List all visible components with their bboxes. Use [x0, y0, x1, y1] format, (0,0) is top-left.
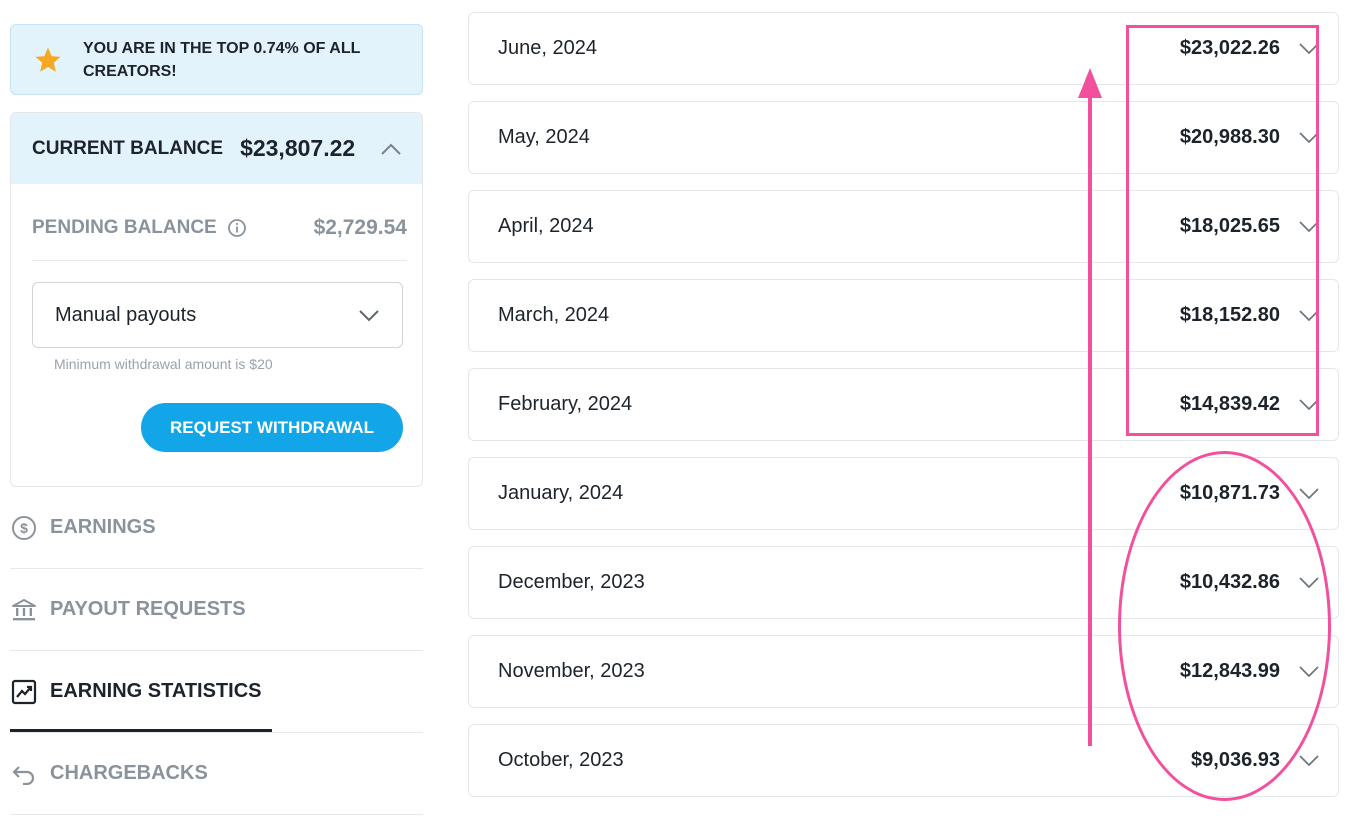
month-amount: $10,871.73: [1179, 482, 1280, 504]
current-balance-label: CURRENT BALANCE: [32, 137, 224, 159]
pending-balance-row: PENDING BALANCE $2,729.54: [32, 195, 407, 261]
month-amount: $14,839.42: [1179, 393, 1280, 415]
chevron-down-icon: [1299, 665, 1319, 677]
chevron-up-icon[interactable]: [380, 142, 402, 156]
request-withdrawal-button[interactable]: REQUEST WITHDRAWAL: [141, 403, 403, 452]
nav-earnings[interactable]: $ EARNINGS: [10, 487, 423, 569]
nav-chargebacks-label: CHARGEBACKS: [50, 762, 208, 784]
nav-earning-statistics[interactable]: EARNING STATISTICS: [10, 651, 423, 733]
pending-balance-amount: $2,729.54: [313, 215, 407, 239]
undo-arrow-icon: [10, 760, 38, 788]
month-row-january-2024[interactable]: January, 2024 $10,871.73: [468, 457, 1339, 530]
star-icon: [35, 47, 61, 72]
chevron-down-icon: [1299, 42, 1319, 54]
month-amount: $10,432.86: [1179, 571, 1280, 593]
month-label: November, 2023: [498, 660, 645, 682]
payout-mode-select[interactable]: Manual payouts: [32, 282, 403, 348]
month-amount: $18,025.65: [1179, 215, 1280, 237]
month-row-april-2024[interactable]: April, 2024 $18,025.65: [468, 190, 1339, 263]
current-balance-header[interactable]: CURRENT BALANCE $23,807.22: [11, 113, 422, 184]
info-icon[interactable]: [227, 218, 247, 238]
nav-chargebacks[interactable]: CHARGEBACKS: [10, 733, 423, 815]
month-label: May, 2024: [498, 126, 590, 148]
bank-icon: [10, 596, 38, 624]
month-amount: $23,022.26: [1179, 37, 1280, 59]
chevron-down-icon: [1299, 220, 1319, 232]
month-label: January, 2024: [498, 482, 624, 504]
svg-text:$: $: [20, 520, 28, 536]
month-label: April, 2024: [498, 215, 594, 237]
chevron-down-icon: [1299, 754, 1319, 766]
month-row-february-2024[interactable]: February, 2024 $14,839.42: [468, 368, 1339, 441]
chevron-down-icon: [1299, 131, 1319, 143]
current-balance-amount: $23,807.22: [240, 135, 356, 161]
chevron-down-icon: [359, 309, 379, 321]
month-amount: $12,843.99: [1179, 660, 1280, 682]
month-row-may-2024[interactable]: May, 2024 $20,988.30: [468, 101, 1339, 174]
month-amount: $9,036.93: [1191, 749, 1280, 771]
active-tab-indicator: [10, 729, 272, 732]
month-label: December, 2023: [498, 571, 645, 593]
trending-chart-icon: [10, 678, 38, 706]
month-row-november-2023[interactable]: November, 2023 $12,843.99: [468, 635, 1339, 708]
month-row-march-2024[interactable]: March, 2024 $18,152.80: [468, 279, 1339, 352]
month-amount: $18,152.80: [1179, 304, 1280, 326]
month-label: February, 2024: [498, 393, 633, 415]
banner-text: YOU ARE IN THE TOP 0.74% OF ALL CREATORS…: [83, 39, 361, 80]
chevron-down-icon: [1299, 576, 1319, 588]
month-label: March, 2024: [498, 304, 610, 326]
chevron-down-icon: [1299, 309, 1319, 321]
nav-payout-requests[interactable]: PAYOUT REQUESTS: [10, 569, 423, 651]
month-row-december-2023[interactable]: December, 2023 $10,432.86: [468, 546, 1339, 619]
top-creator-banner: YOU ARE IN THE TOP 0.74% OF ALL CREATORS…: [10, 24, 423, 95]
nav-payout-requests-label: PAYOUT REQUESTS: [50, 598, 246, 620]
month-label: June, 2024: [498, 37, 597, 59]
pending-balance-label: PENDING BALANCE: [32, 216, 217, 238]
balance-card: CURRENT BALANCE $23,807.22 PENDING BALAN…: [10, 112, 423, 487]
payout-mode-value: Manual payouts: [55, 303, 197, 326]
month-row-october-2023[interactable]: October, 2023 $9,036.93: [468, 724, 1339, 797]
month-amount: $20,988.30: [1179, 126, 1280, 148]
month-label: October, 2023: [498, 749, 624, 771]
minimum-withdrawal-note: Minimum withdrawal amount is $20: [54, 356, 273, 372]
chevron-down-icon: [1299, 398, 1319, 410]
month-row-june-2024[interactable]: June, 2024 $23,022.26: [468, 12, 1339, 85]
nav-earning-statistics-label: EARNING STATISTICS: [50, 680, 262, 702]
dollar-circle-icon: $: [10, 514, 38, 542]
nav-earnings-label: EARNINGS: [50, 516, 156, 538]
chevron-down-icon: [1299, 487, 1319, 499]
